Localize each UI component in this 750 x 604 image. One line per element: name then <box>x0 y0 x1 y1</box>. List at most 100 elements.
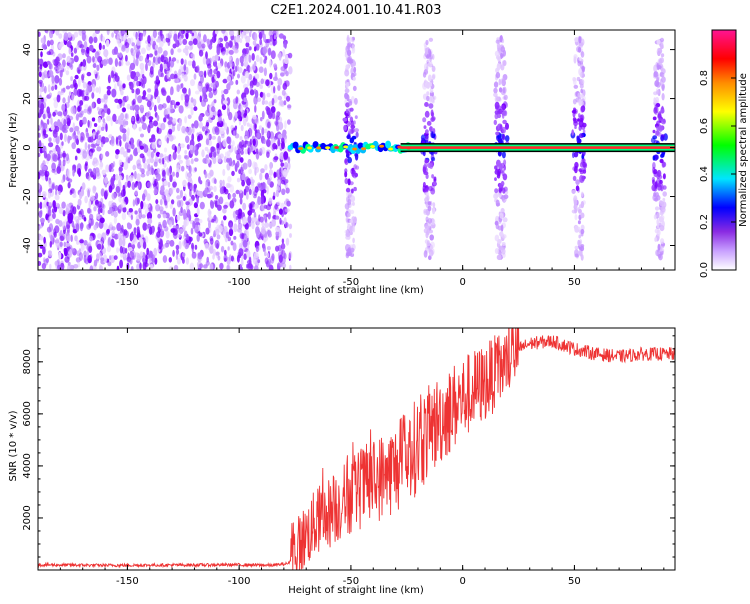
burst-dot <box>578 133 584 139</box>
noise-dot <box>242 117 247 127</box>
noise-dot <box>244 148 248 155</box>
noise-dot <box>176 200 182 208</box>
noise-dot <box>228 49 234 55</box>
noise-dot <box>182 38 188 46</box>
noise-dot <box>38 242 41 248</box>
noise-dot <box>165 230 170 239</box>
burst-dot <box>652 155 656 161</box>
noise-dot <box>136 51 141 56</box>
noise-dot <box>167 181 171 188</box>
noise-dot <box>183 230 188 238</box>
noise-dot <box>159 198 163 206</box>
noise-dot <box>159 40 164 48</box>
noise-dot <box>199 201 205 210</box>
noise-dot <box>278 33 284 39</box>
noise-dot <box>260 117 263 122</box>
burst-dot <box>354 172 359 178</box>
noise-dot <box>203 70 207 78</box>
noise-dot <box>263 58 267 64</box>
noise-dot <box>221 30 226 34</box>
noise-dot <box>136 80 140 87</box>
noise-dot <box>43 236 46 244</box>
noise-dot <box>131 88 135 94</box>
burst-dot <box>498 87 503 93</box>
noise-dot <box>93 186 97 192</box>
noise-dot <box>135 71 140 78</box>
noise-dot <box>164 189 169 196</box>
burst-dot <box>350 209 355 215</box>
noise-dot <box>206 84 209 89</box>
noise-dot <box>180 93 184 101</box>
noise-dot <box>61 141 64 146</box>
noise-dot <box>38 31 41 37</box>
burst-dot <box>571 190 576 194</box>
burst-dot <box>657 111 662 119</box>
noise-dot <box>273 63 278 69</box>
noise-dot <box>38 171 41 180</box>
noise-dot <box>146 170 150 177</box>
noise-dot <box>219 262 224 270</box>
spectrogram-ylabel: Frequency (Hz) <box>8 112 19 188</box>
burst-dot <box>501 242 506 246</box>
noise-dot <box>104 189 109 198</box>
noise-dot <box>236 89 240 95</box>
noise-dot <box>147 88 152 93</box>
noise-dot <box>41 165 48 171</box>
noise-dot <box>286 95 291 102</box>
noise-dot <box>88 199 92 209</box>
noise-dot <box>259 148 263 156</box>
noise-dot <box>55 135 60 145</box>
colorbar-gradient <box>711 29 737 271</box>
burst-dot <box>500 64 505 71</box>
noise-dot <box>203 34 207 43</box>
burst-dot <box>344 203 350 210</box>
noise-dot <box>115 173 119 181</box>
burst-dot <box>351 62 354 69</box>
noise-dot <box>56 94 61 103</box>
burst-dot <box>353 164 358 170</box>
noise-dot <box>44 170 50 178</box>
noise-dot <box>62 53 66 59</box>
noise-dot <box>178 159 183 164</box>
noise-dot <box>262 46 267 55</box>
burst-dot <box>501 104 505 111</box>
noise-dot <box>136 255 142 262</box>
noise-dot <box>106 245 111 253</box>
noise-dot <box>284 58 289 65</box>
noise-dot <box>107 261 112 267</box>
noise-dot <box>264 164 268 171</box>
noise-dot <box>55 243 60 248</box>
noise-dot <box>51 75 55 84</box>
noise-dot <box>145 203 151 208</box>
noise-dot <box>194 90 200 95</box>
noise-dot <box>154 44 158 50</box>
burst-dot <box>494 248 500 254</box>
noise-dot <box>92 144 96 149</box>
noise-dot <box>52 200 56 209</box>
noise-dot <box>54 84 58 90</box>
noise-dot <box>106 30 110 36</box>
noise-dot <box>89 195 95 201</box>
noise-dot <box>102 204 106 210</box>
noise-dot <box>92 131 96 140</box>
noise-dot <box>198 114 203 122</box>
noise-dot <box>185 32 189 40</box>
burst-dot <box>495 39 500 44</box>
noise-dot <box>116 222 122 232</box>
noise-dot <box>283 151 289 160</box>
burst-dot <box>579 79 583 86</box>
noise-dot <box>208 185 214 191</box>
burst-dot <box>499 182 503 188</box>
noise-dot <box>156 38 162 43</box>
noise-dot <box>169 203 173 210</box>
noise-dot <box>67 214 73 224</box>
noise-dot <box>187 114 192 120</box>
noise-dot <box>237 147 241 155</box>
noise-dot <box>151 134 156 140</box>
spectrogram-panel: -150 -100 -50 0 50 -40 -20 0 20 40 Height of stra… <box>8 29 676 296</box>
noise-dot <box>93 224 97 231</box>
noise-dot <box>255 54 260 63</box>
noise-dot <box>122 36 127 41</box>
noise-dot <box>173 78 179 84</box>
noise-dot <box>57 119 61 127</box>
